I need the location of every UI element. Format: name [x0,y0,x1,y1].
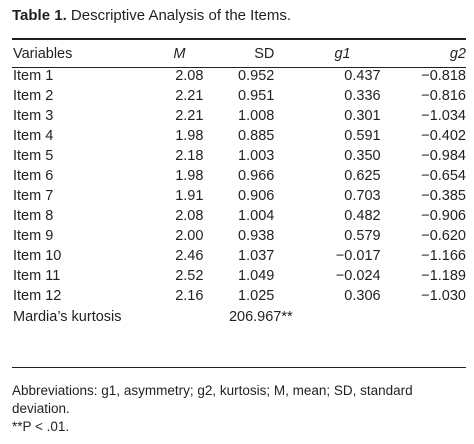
cell-g2: −1.189 [421,268,466,284]
table-title: Descriptive Analysis of the Items. [70,7,292,24]
cell-mean: 2.46 [175,248,204,264]
cell-g1: 0.703 [344,188,381,204]
cell-sd: 1.004 [238,208,275,224]
table-row: Item 9 2.00 0.938 0.579 −0.620 [12,226,466,246]
header-rule [12,67,466,68]
summary-value: 206.967** [228,309,293,325]
cell-g1: 0.336 [344,88,381,104]
cell-g2: −0.906 [421,208,466,224]
cell-mean: 2.00 [175,228,204,244]
cell-variable: Item 5 [13,148,54,164]
table-row: Item 5 2.18 1.003 0.350 −0.984 [12,146,466,166]
cell-mean: 2.52 [175,268,204,284]
cell-mean: 2.21 [175,108,204,124]
cell-g2: −0.385 [421,188,466,204]
cell-sd: 0.966 [238,168,275,184]
cell-variable: Item 2 [13,88,54,104]
cell-g2: −1.030 [421,288,466,304]
header-row: Variables M SD g1 g2 [12,42,466,66]
cell-variable: Item 8 [13,208,54,224]
table-row: Item 8 2.08 1.004 0.482 −0.906 [12,206,466,226]
cell-mean: 2.08 [175,208,204,224]
table-row: Item 7 1.91 0.906 0.703 −0.385 [12,186,466,206]
table-row: Item 4 1.98 0.885 0.591 −0.402 [12,126,466,146]
cell-variable: Item 7 [13,188,54,204]
cell-g1: 0.579 [344,228,381,244]
table-caption: Table 1. Descriptive Analysis of the Ite… [12,6,291,26]
cell-sd: 0.906 [238,188,275,204]
summary-label: Mardia’s kurtosis [13,309,122,325]
cell-mean: 2.08 [175,68,204,84]
cell-g2: −0.402 [421,128,466,144]
header-g2: g2 [449,46,466,62]
table-row: Item 1 2.08 0.952 0.437 −0.818 [12,66,466,86]
cell-variable: Item 9 [13,228,54,244]
table-row: Item 11 2.52 1.049 −0.024 −1.189 [12,266,466,286]
cell-g1: −0.024 [335,268,381,284]
cell-g1: 0.591 [344,128,381,144]
cell-mean: 1.98 [175,168,204,184]
table-row: Item 10 2.46 1.037 −0.017 −1.166 [12,246,466,266]
cell-g2: −0.818 [421,68,466,84]
cell-mean: 2.21 [175,88,204,104]
cell-mean: 1.98 [175,128,204,144]
cell-sd: 0.951 [238,88,275,104]
cell-mean: 2.18 [175,148,204,164]
significance-note: **P < .01. [12,419,70,434]
table-row: Item 12 2.16 1.025 0.306 −1.030 [12,286,466,306]
cell-sd: 1.049 [238,268,275,284]
cell-sd: 0.952 [238,68,275,84]
top-rule [12,38,466,40]
cell-sd: 1.037 [238,248,275,264]
cell-g1: 0.350 [344,148,381,164]
descriptive-table: Variables M SD g1 g2 Item 1 2.08 0.952 0.43… [12,42,466,328]
cell-g2: −1.166 [421,248,466,264]
summary-row: Mardia’s kurtosis 206.967** [12,306,466,328]
cell-g1: 0.625 [344,168,381,184]
cell-g1: 0.301 [344,108,381,124]
cell-variable: Item 1 [13,68,54,84]
table-label: Table 1. [12,7,67,24]
cell-g2: −0.620 [421,228,466,244]
table-row: Item 3 2.21 1.008 0.301 −1.034 [12,106,466,126]
cell-g2: −1.034 [421,108,466,124]
cell-mean: 2.16 [175,288,204,304]
cell-mean: 1.91 [175,188,204,204]
header-g1: g1 [334,46,351,62]
cell-variable: Item 10 [13,248,62,264]
table-row: Item 6 1.98 0.966 0.625 −0.654 [12,166,466,186]
cell-variable: Item 11 [13,268,61,284]
cell-sd: 1.003 [238,148,275,164]
table-row: Item 2 2.21 0.951 0.336 −0.816 [12,86,466,106]
cell-g1: 0.306 [344,288,381,304]
cell-g2: −0.816 [421,88,466,104]
header-mean: M [173,46,186,62]
cell-g1: −0.017 [335,248,381,264]
header-sd: SD [254,46,275,62]
cell-sd: 1.008 [238,108,275,124]
bottom-rule [12,367,466,368]
cell-g2: −0.654 [421,168,466,184]
cell-variable: Item 4 [13,128,54,144]
cell-variable: Item 6 [13,168,54,184]
cell-g2: −0.984 [421,148,466,164]
cell-g1: 0.437 [344,68,381,84]
table-notes: Abbreviations: g1, asymmetry; g2, kurtos… [12,382,466,436]
cell-variable: Item 3 [13,108,54,124]
cell-sd: 0.885 [238,128,275,144]
cell-sd: 1.025 [238,288,275,304]
header-variables: Variables [13,46,73,62]
abbreviations-note: Abbreviations: g1, asymmetry; g2, kurtos… [12,383,413,416]
cell-sd: 0.938 [238,228,275,244]
cell-variable: Item 12 [13,288,62,304]
cell-g1: 0.482 [344,208,381,224]
